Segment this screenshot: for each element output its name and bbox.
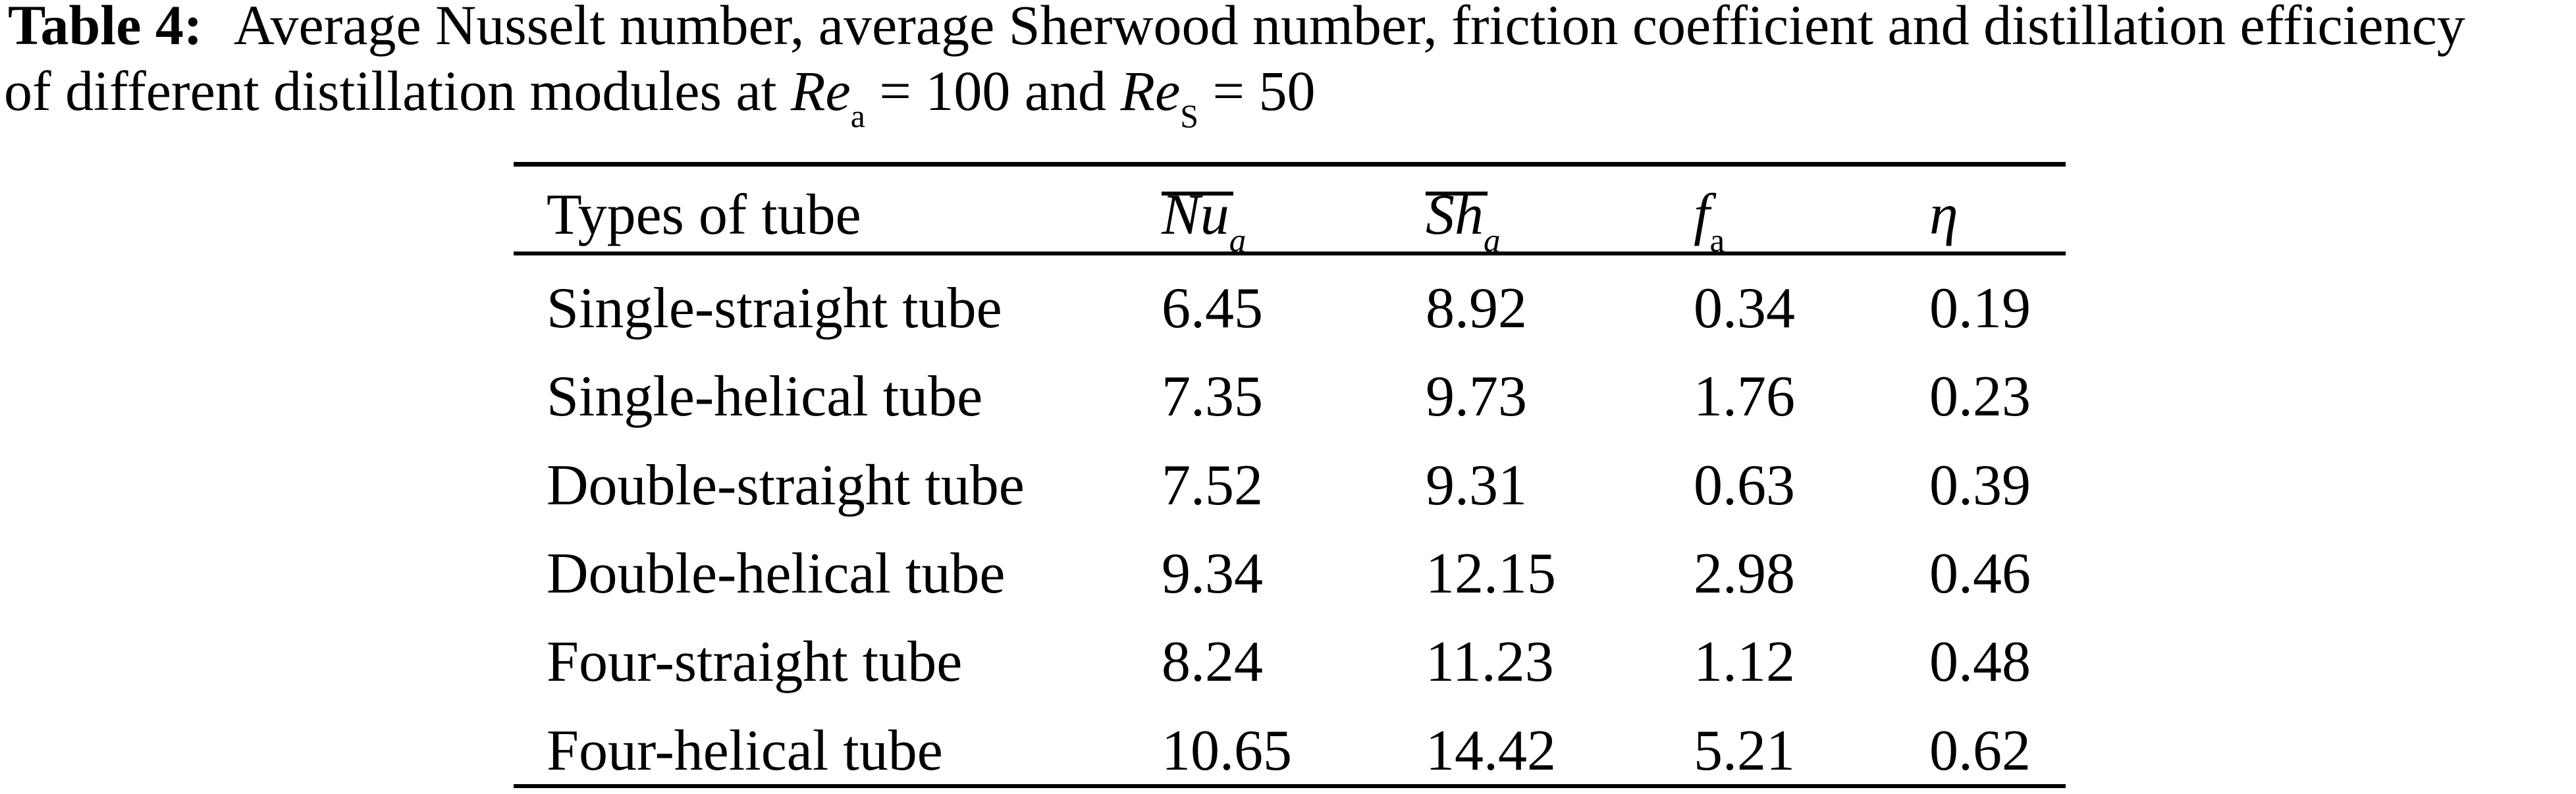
nusselt-value: 7.35 <box>1162 365 1263 429</box>
header-nusselt: Nua <box>1162 183 1246 257</box>
sherwood-value: 14.42 <box>1426 719 1556 783</box>
header-sherwood: Sha <box>1426 183 1501 257</box>
reynolds-air-symbol: Re <box>791 59 851 122</box>
table-row: Four-straight tube 8.24 11.23 1.12 0.48 <box>0 633 2576 707</box>
tube-type-cell: Single-helical tube <box>547 365 983 429</box>
sherwood-value: 8.92 <box>1426 277 1527 340</box>
friction-value: 1.12 <box>1694 630 1795 694</box>
table-row: Four-helical tube 10.65 14.42 5.21 0.62 <box>0 722 2576 794</box>
friction-symbol: f <box>1694 183 1710 247</box>
nusselt-subscript: a <box>1229 222 1247 259</box>
tube-type-cell: Four-helical tube <box>547 719 943 783</box>
sherwood-value: 12.15 <box>1426 542 1556 606</box>
reynolds-saline-subscript: S <box>1180 97 1198 134</box>
tube-type-cell: Double-helical tube <box>547 542 1006 606</box>
table-row: Double-straight tube 7.52 9.31 0.63 0.39 <box>0 457 2576 531</box>
efficiency-value: 0.48 <box>1929 630 2031 694</box>
reynolds-saline-value: = 50 <box>1198 59 1316 122</box>
nusselt-value: 6.45 <box>1162 277 1263 340</box>
reynolds-air-value: = 100 <box>865 59 1025 122</box>
table-row: Single-helical tube 7.35 9.73 1.76 0.23 <box>0 368 2576 442</box>
nusselt-value: 7.52 <box>1162 454 1263 517</box>
friction-value: 2.98 <box>1694 542 1795 606</box>
efficiency-value: 0.62 <box>1929 719 2031 783</box>
nusselt-symbol: Nu <box>1162 183 1233 247</box>
sherwood-value: 11.23 <box>1426 630 1554 694</box>
table-header-row: Types of tube Nua Sha fa η <box>0 186 2576 260</box>
table-top-rule <box>514 162 2066 167</box>
tube-type-cell: Single-straight tube <box>547 277 1002 340</box>
header-friction: fa <box>1694 183 1725 258</box>
header-types-of-tube: Types of tube <box>547 183 861 247</box>
friction-value: 1.76 <box>1694 365 1795 429</box>
sherwood-value: 9.31 <box>1426 454 1527 517</box>
caption-line-1: Table 4: Average Nusselt number, average … <box>8 0 2465 53</box>
caption-table-number: Table 4: <box>8 0 203 57</box>
nusselt-value: 8.24 <box>1162 630 1263 694</box>
table-header-rule <box>514 251 2066 255</box>
friction-value: 0.34 <box>1694 277 1795 340</box>
table-row: Single-straight tube 6.45 8.92 0.34 0.19 <box>0 280 2576 354</box>
caption-line-2: of different distillation modules at Rea… <box>4 63 1316 132</box>
efficiency-value: 0.39 <box>1929 454 2031 517</box>
sherwood-subscript: a <box>1484 222 1501 259</box>
header-efficiency: η <box>1929 186 1958 244</box>
friction-subscript: a <box>1709 222 1725 259</box>
nusselt-value: 10.65 <box>1162 719 1292 783</box>
eta-symbol: η <box>1929 183 1958 247</box>
sherwood-value: 9.73 <box>1426 365 1527 429</box>
caption-conjunction: and <box>1024 59 1121 122</box>
caption-title-text: Average Nusselt number, average Sherwood… <box>233 0 2465 57</box>
nusselt-value: 9.34 <box>1162 542 1263 606</box>
efficiency-value: 0.19 <box>1929 277 2031 340</box>
table-bottom-rule <box>514 784 2066 788</box>
friction-value: 0.63 <box>1694 454 1795 517</box>
tube-type-cell: Four-straight tube <box>547 630 963 694</box>
friction-value: 5.21 <box>1694 719 1795 783</box>
efficiency-value: 0.23 <box>1929 365 2031 429</box>
table-row: Double-helical tube 9.34 12.15 2.98 0.46 <box>0 545 2576 619</box>
sherwood-symbol: Sh <box>1426 183 1488 247</box>
tube-type-cell: Double-straight tube <box>547 454 1025 517</box>
reynolds-saline-symbol: Re <box>1120 59 1181 122</box>
efficiency-value: 0.46 <box>1929 542 2031 606</box>
reynolds-air-subscript: a <box>850 97 865 134</box>
caption-line2-prefix: of different distillation modules at <box>4 59 792 122</box>
